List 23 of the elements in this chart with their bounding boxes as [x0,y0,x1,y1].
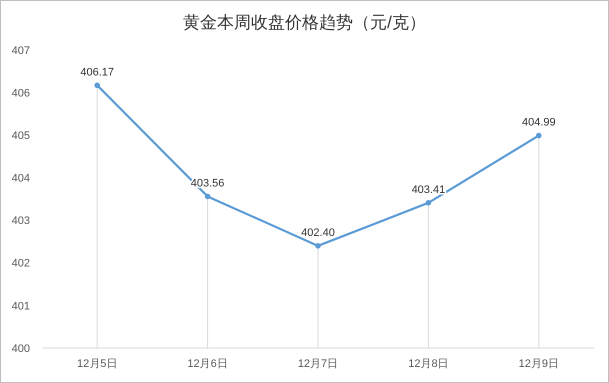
point [94,82,100,88]
y-tick-label: 401 [12,300,30,312]
text: 402.40 [301,226,335,239]
point [536,132,542,138]
point [426,200,432,206]
y-tick-label: 404 [12,172,30,185]
y-tick-label: 405 [12,130,30,142]
x-tick-label: 12月8日 [408,358,449,370]
text: 403.41 [412,184,446,196]
y-tick-label: 403 [12,215,30,228]
y-tick-label: 407 [12,44,30,57]
x-tick-label: 12月9日 [518,358,559,370]
x-tick-label: 12月7日 [298,358,338,370]
point [315,243,321,249]
text: 404.99 [522,116,556,129]
point [204,194,210,200]
text: 406.17 [80,66,114,78]
y-tick-label: 406 [12,87,30,100]
y-tick-label: 402 [12,258,30,270]
y-tick-label: 400 [12,342,30,355]
x-tick-label: 12月6日 [187,358,228,370]
x-tick-label: 12月5日 [77,358,118,370]
chart-title: 黄金本周收盘价格趋势（元/克） [183,13,426,32]
